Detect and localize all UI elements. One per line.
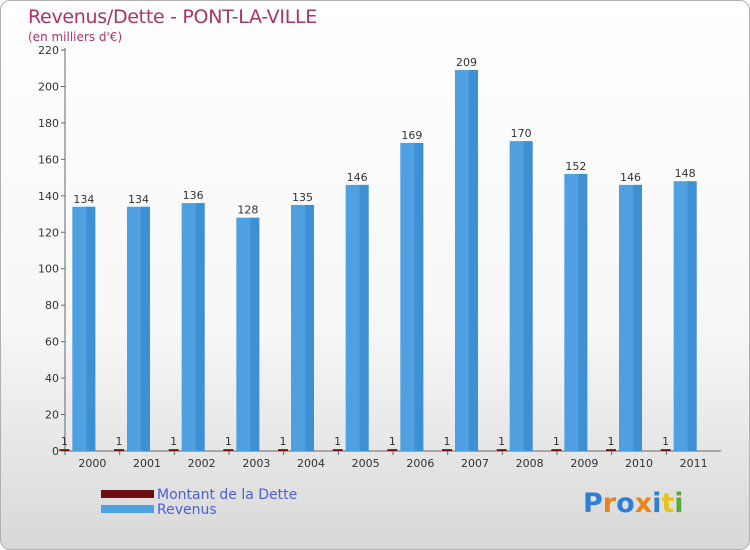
data-label-dette: 1 (225, 435, 232, 448)
bar-revenus-shade (414, 142, 424, 451)
bar-dette (551, 449, 562, 451)
chart-subtitle: (en milliers d'€) (28, 30, 123, 44)
data-label-dette: 1 (170, 435, 177, 448)
legend-swatch-dette (101, 490, 154, 498)
x-tick-label: 2007 (461, 457, 489, 470)
x-tick-label: 2002 (188, 457, 216, 470)
x-tick-label: 2010 (625, 457, 653, 470)
data-label-revenus: 152 (565, 160, 586, 173)
y-tick-label: 220 (38, 44, 59, 57)
x-tick-label: 2003 (242, 457, 270, 470)
data-label-revenus: 148 (675, 167, 696, 180)
y-tick-label: 180 (38, 117, 59, 130)
bar-dette (332, 449, 343, 451)
data-label-revenus: 209 (456, 56, 477, 69)
data-label-dette: 1 (334, 435, 341, 448)
x-tick-label: 2004 (297, 457, 325, 470)
legend-swatch-revenus (101, 505, 154, 513)
x-tick-label: 2001 (133, 457, 161, 470)
data-label-dette: 1 (498, 435, 505, 448)
bar-dette (114, 449, 124, 451)
bar-dette (496, 449, 507, 451)
y-tick-label: 120 (38, 226, 59, 239)
logo-letter: t (661, 488, 675, 519)
y-tick-label: 200 (38, 80, 59, 93)
x-tick-label: 2005 (352, 457, 380, 470)
bar-dette (387, 449, 398, 451)
bar-dette (606, 449, 616, 451)
data-label-revenus: 146 (620, 171, 641, 184)
x-tick-label: 2006 (406, 457, 434, 470)
legend-label-dette: Montant de la Dette (157, 487, 298, 503)
bar-dette (278, 449, 288, 451)
bar-revenus-shade (523, 141, 533, 452)
y-tick-label: 20 (45, 409, 59, 422)
proxiti-logo: Proxiti (583, 488, 684, 519)
bar-revenus-shade (141, 206, 150, 451)
data-label-dette: 1 (608, 435, 615, 448)
data-label-dette: 1 (553, 435, 560, 448)
data-label-dette: 1 (280, 435, 287, 448)
data-label-revenus: 170 (511, 127, 532, 140)
bar-revenus-shade (578, 173, 588, 452)
bar-dette (660, 449, 671, 451)
bar-revenus-shade (86, 206, 96, 451)
x-tick-label: 2008 (516, 457, 544, 470)
y-tick-label: 140 (38, 190, 59, 203)
data-label-revenus: 135 (292, 191, 313, 204)
y-tick-label: 60 (45, 336, 59, 349)
data-label-dette: 1 (662, 435, 669, 448)
logo-letter: i (674, 488, 684, 519)
data-label-revenus: 134 (128, 193, 149, 206)
data-label-dette: 1 (116, 435, 123, 448)
data-label-revenus: 169 (401, 129, 422, 142)
bar-revenus-shade (687, 181, 697, 451)
x-tick-label: 2000 (78, 457, 106, 470)
bar-dette (59, 449, 70, 451)
bar-revenus-shade (359, 184, 369, 451)
data-label-revenus: 134 (73, 193, 94, 206)
data-label-revenus: 146 (347, 171, 368, 184)
logo-letter: i (652, 488, 662, 519)
logo-letter: r (602, 488, 617, 519)
legend-label-revenus: Revenus (157, 502, 217, 518)
y-tick-label: 100 (38, 263, 59, 276)
chart-title: Revenus/Dette - PONT-LA-VILLE (28, 6, 317, 28)
bar-revenus-shade (195, 203, 205, 451)
x-tick-label: 2009 (570, 457, 598, 470)
bar-dette (442, 449, 452, 451)
bar-revenus-shade (469, 70, 478, 452)
y-tick-label: 0 (52, 445, 59, 458)
logo-letter: x (634, 488, 653, 519)
bar-revenus-shade (633, 184, 642, 451)
bar-revenus-shade (305, 204, 314, 451)
data-label-dette: 1 (389, 435, 396, 448)
logo-letter: P (583, 488, 603, 519)
bar-dette (168, 449, 179, 451)
y-tick-label: 40 (45, 372, 59, 385)
y-tick-label: 160 (38, 153, 59, 166)
logo-letter: o (616, 488, 635, 519)
bar-dette (223, 449, 234, 451)
data-label-revenus: 136 (183, 189, 204, 202)
data-label-dette: 1 (61, 435, 68, 448)
x-tick-label: 2011 (680, 457, 708, 470)
bar-revenus-shade (250, 217, 260, 451)
data-label-revenus: 128 (237, 204, 258, 217)
y-tick-label: 80 (45, 299, 59, 312)
data-label-dette: 1 (444, 435, 451, 448)
